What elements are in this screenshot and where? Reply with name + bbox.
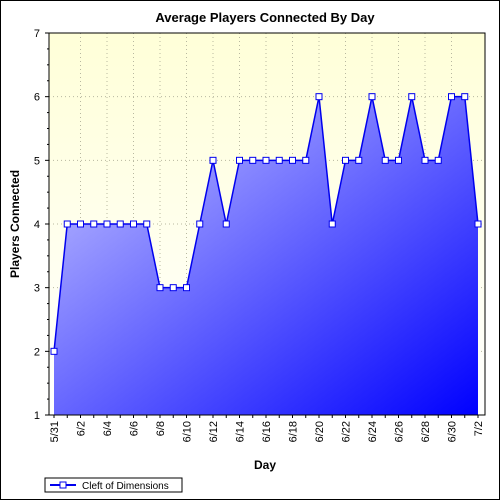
data-point <box>63 220 71 228</box>
x-tick-label: 6/4 <box>102 421 114 436</box>
x-tick-label: 5/31 <box>49 421 61 442</box>
x-tick-label: 6/12 <box>208 421 220 442</box>
data-point <box>328 220 336 228</box>
y-axis-title: Players Connected <box>8 170 22 278</box>
data-point <box>381 156 389 164</box>
y-tick-label: 5 <box>34 155 40 167</box>
data-point <box>143 220 151 228</box>
x-tick-label: 6/28 <box>420 421 432 442</box>
data-point <box>474 220 482 228</box>
data-point <box>249 156 257 164</box>
x-tick-label: 6/26 <box>394 421 406 442</box>
data-point <box>289 156 296 164</box>
data-point <box>421 156 429 164</box>
series-markers <box>50 93 482 355</box>
data-point <box>77 220 84 228</box>
x-tick-label: 6/22 <box>341 421 353 442</box>
x-tick-label: 6/14 <box>235 421 247 442</box>
legend-box <box>44 477 183 493</box>
data-point <box>342 156 349 164</box>
y-tick-label: 3 <box>34 283 40 295</box>
data-point <box>209 156 217 164</box>
y-tick-label: 6 <box>34 92 40 104</box>
y-tick-label: 1 <box>34 410 40 422</box>
x-tick-label: 6/6 <box>129 421 141 436</box>
x-tick-label: 6/18 <box>288 421 300 442</box>
data-point <box>116 220 124 228</box>
data-point <box>50 347 58 355</box>
legend-swatch-marker <box>59 481 67 489</box>
x-tick-label: 7/2 <box>473 421 485 436</box>
x-tick-label: 6/30 <box>447 421 459 442</box>
data-point <box>275 156 283 164</box>
x-tick-label: 6/24 <box>367 421 379 442</box>
data-point <box>103 220 111 228</box>
y-axis: 1 2 3 4 5 6 7 <box>34 28 49 422</box>
x-axis: 5/31 6/2 6/4 6/6 6/8 6/10 6/12 6/14 6/16 6/18 6/20… <box>49 415 485 442</box>
data-point <box>434 156 442 164</box>
data-point <box>355 156 363 164</box>
data-point <box>90 220 98 228</box>
y-tick-label: 2 <box>34 346 40 358</box>
data-point <box>236 156 243 164</box>
data-point <box>196 220 204 228</box>
series-area <box>54 96 478 416</box>
legend-label: Cleft of Dimensions <box>82 481 169 492</box>
data-point <box>183 284 190 292</box>
data-point <box>262 156 270 164</box>
x-tick-label: 6/16 <box>261 421 273 442</box>
x-axis-title: Day <box>254 458 276 472</box>
x-tick-label: 6/2 <box>76 421 88 436</box>
data-point <box>395 156 402 164</box>
x-tick-label: 6/8 <box>155 421 167 436</box>
data-point <box>156 284 164 292</box>
data-point <box>461 93 469 101</box>
data-point <box>130 220 137 228</box>
data-point <box>302 156 310 164</box>
data-point <box>169 284 177 292</box>
x-tick-label: 6/20 <box>314 421 326 442</box>
x-tick-label: 6/10 <box>182 421 194 442</box>
legend: Cleft of Dimensions <box>44 477 183 493</box>
data-point <box>408 93 416 101</box>
data-point <box>222 220 230 228</box>
data-point <box>368 93 376 101</box>
data-point <box>315 93 323 101</box>
y-tick-label: 7 <box>34 28 40 40</box>
data-point <box>448 93 455 101</box>
chart-title: Average Players Connected By Day <box>155 10 375 25</box>
y-tick-label: 4 <box>34 219 40 231</box>
